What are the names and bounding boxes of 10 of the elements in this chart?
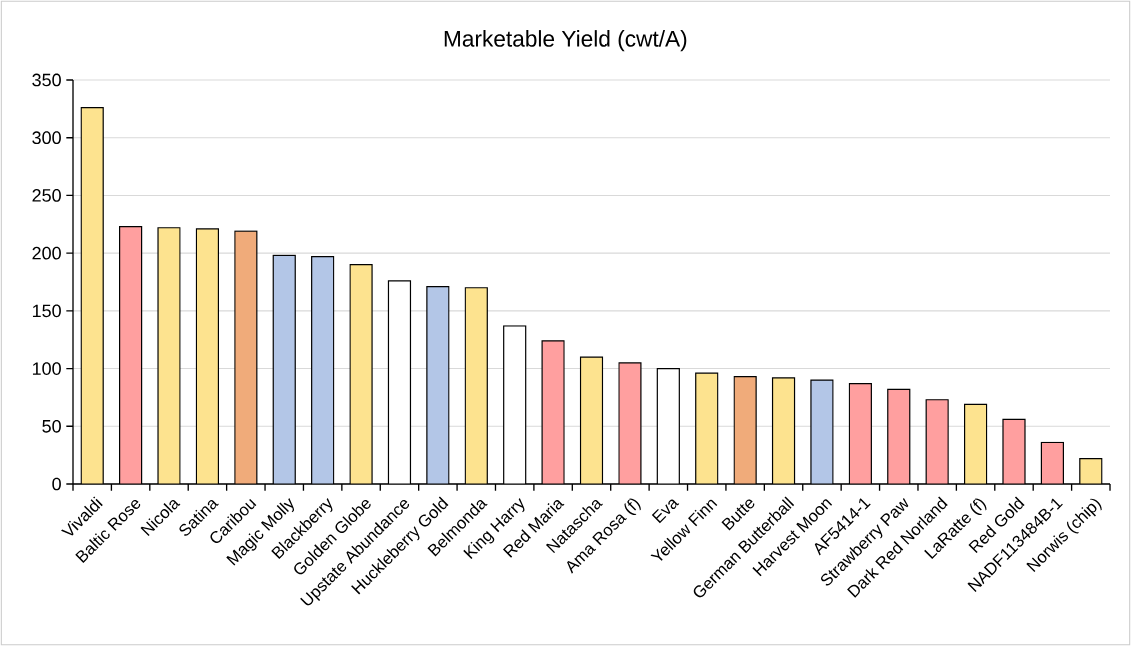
y-tick-label: 100 [32, 362, 61, 375]
y-tick-label: 250 [32, 189, 61, 202]
x-tick-label: Eva [651, 499, 680, 524]
y-tick-label: 350 [32, 73, 61, 87]
y-tick-label: 0 [52, 477, 61, 491]
y-tick-label: 200 [32, 246, 61, 260]
chart-title: Marketable Yield (cwt/A) [444, 30, 687, 52]
y-tick-label: 300 [32, 131, 61, 145]
y-tick-label: 50 [42, 419, 61, 433]
y-tick-label: 150 [32, 304, 61, 318]
